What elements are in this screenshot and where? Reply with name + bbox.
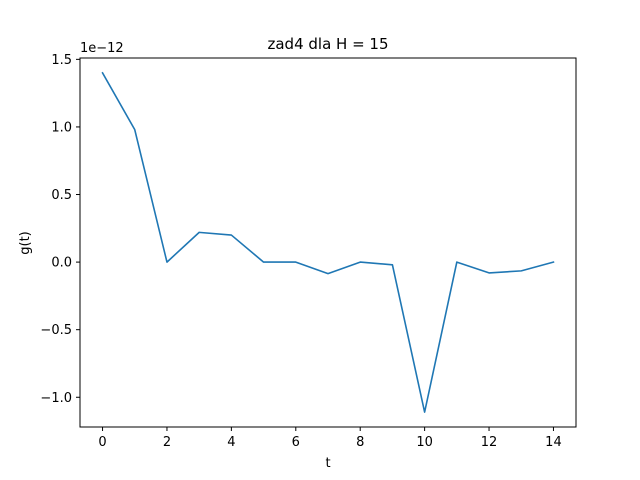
x-tick-label: 10 — [416, 435, 433, 450]
x-tick-label: 6 — [292, 435, 300, 450]
chart-title: zad4 dla H = 15 — [267, 35, 388, 53]
y-axis-label: g(t) — [18, 231, 33, 255]
x-tick-label: 12 — [481, 435, 498, 450]
y-offset-label: 1e−12 — [80, 41, 124, 56]
y-tick-label: 1.0 — [51, 120, 72, 135]
y-tick-label: 0.0 — [51, 256, 72, 271]
x-tick-label: 8 — [356, 435, 364, 450]
plot-area: 0 2 4 6 8 10 12 14 −1.0 −0.5 0.0 0.5 1.0 1.5 — [40, 53, 561, 450]
x-tick-label: 0 — [98, 435, 106, 450]
x-tick-label: 14 — [545, 435, 562, 450]
axes-frame — [79, 57, 577, 428]
y-tick-label: −1.0 — [40, 391, 72, 406]
y-tick-label: −0.5 — [40, 323, 72, 338]
x-axis-label: t — [325, 456, 330, 471]
y-tick-label: 0.5 — [51, 188, 72, 203]
y-tick-label: 1.5 — [51, 53, 72, 68]
x-tick-label: 4 — [227, 435, 235, 450]
x-tick-label: 2 — [163, 435, 171, 450]
